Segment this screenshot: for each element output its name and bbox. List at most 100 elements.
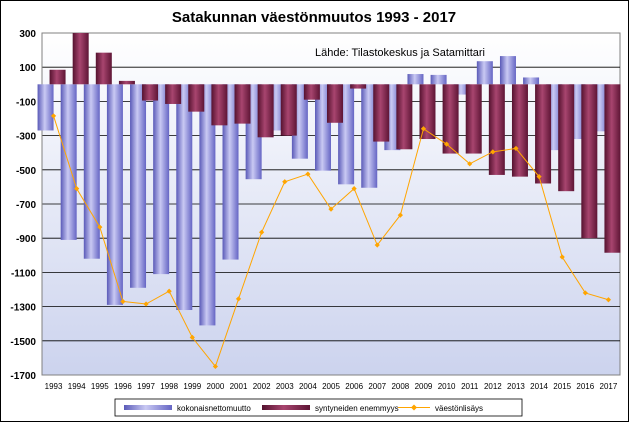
- bar-natural-increase: [234, 84, 251, 124]
- bar-natural-increase: [142, 84, 159, 101]
- bar-net-migration: [476, 61, 493, 85]
- point-population-growth: [559, 254, 565, 260]
- bar-natural-increase: [165, 84, 182, 104]
- point-population-growth: [605, 297, 612, 303]
- point-population-growth: [305, 171, 311, 177]
- legend-box: [114, 398, 523, 417]
- x-tick-label: 1994: [68, 382, 86, 391]
- x-tick-label: 1998: [160, 382, 178, 391]
- point-population-growth: [143, 301, 149, 307]
- point-population-growth: [189, 334, 195, 340]
- point-population-growth: [420, 126, 427, 132]
- point-population-growth: [74, 186, 80, 192]
- y-tick-label: -900: [16, 234, 36, 245]
- x-tick-label: 2010: [438, 382, 456, 391]
- legend-swatch-natural-increase: [262, 405, 310, 410]
- bar-natural-increase: [465, 84, 482, 154]
- bar-natural-increase: [511, 84, 528, 177]
- x-tick-label: 2000: [207, 382, 225, 391]
- bar-natural-increase: [72, 33, 89, 85]
- y-tick-label: -1300: [10, 303, 36, 314]
- bar-natural-increase: [535, 84, 552, 184]
- bar-net-migration: [407, 74, 424, 85]
- point-population-growth: [282, 179, 288, 185]
- y-tick-label: -500: [16, 166, 36, 177]
- bar-net-migration: [83, 84, 100, 259]
- legend-label-population-growth: väestönlisäys: [435, 404, 483, 413]
- point-population-growth: [582, 290, 588, 296]
- y-tick-label: 300: [19, 29, 36, 40]
- x-tick-label: 2001: [230, 382, 248, 391]
- point-population-growth: [50, 113, 57, 119]
- bar-net-migration: [499, 56, 516, 85]
- point-population-growth: [235, 296, 242, 302]
- x-tick-label: 1993: [45, 382, 63, 391]
- y-tick-label: -700: [16, 200, 36, 211]
- bar-net-migration: [37, 84, 54, 131]
- bar-net-migration: [106, 84, 123, 305]
- bar-net-migration: [176, 84, 193, 311]
- point-population-growth: [490, 149, 496, 155]
- point-population-growth: [536, 174, 542, 180]
- y-tick-label: -1100: [11, 268, 36, 279]
- x-tick-label: 2013: [507, 382, 525, 391]
- point-population-growth: [374, 242, 380, 248]
- bar-natural-increase: [188, 84, 205, 112]
- point-population-growth: [212, 363, 218, 370]
- y-tick-label: -100: [16, 97, 36, 108]
- legend-label-natural-increase: syntyneiden enemmyys: [315, 404, 399, 413]
- line-series: [50, 113, 612, 370]
- x-tick-label: 2003: [276, 382, 294, 391]
- legend-label-net-migration: kokonaisnettomuutto: [177, 404, 251, 413]
- x-tick-label: 2008: [391, 382, 409, 391]
- legend-marker-population-growth: [411, 404, 417, 411]
- x-tick-label: 2016: [576, 382, 594, 391]
- chart-title: Satakunnan väestönmuutos 1993 - 2017: [172, 9, 456, 26]
- bar-natural-increase: [442, 84, 459, 154]
- bar-natural-increase: [95, 52, 112, 85]
- bars: [37, 33, 621, 326]
- x-tick-label: 2006: [345, 382, 363, 391]
- x-tick-label: 1999: [183, 382, 201, 391]
- x-tick-label: 2007: [368, 382, 386, 391]
- point-population-growth: [166, 288, 172, 294]
- y-tick-label: -1500: [10, 337, 36, 348]
- point-population-growth: [397, 212, 403, 218]
- bar-natural-increase: [604, 84, 621, 253]
- point-population-growth: [351, 186, 357, 192]
- x-axis-tick-labels: 1993 1994 1995 1996 1997 1998 1999 2000 2001 2002…: [45, 382, 618, 391]
- bar-natural-increase: [350, 84, 367, 89]
- bar-natural-increase: [280, 84, 297, 136]
- bar-natural-increase: [558, 84, 575, 192]
- x-tick-label: 2015: [553, 382, 571, 391]
- legend-swatch-net-migration: [124, 405, 172, 410]
- x-tick-label: 1997: [137, 382, 155, 391]
- x-tick-label: 2014: [530, 382, 548, 391]
- point-population-growth: [120, 298, 126, 305]
- source-note: Lähde: Tilastokeskus ja Satamittari: [315, 47, 485, 59]
- point-population-growth: [328, 206, 334, 212]
- x-tick-label: 2005: [322, 382, 340, 391]
- bar-natural-increase: [581, 84, 598, 239]
- bar-natural-increase: [327, 84, 343, 123]
- bar-net-migration: [453, 84, 470, 95]
- bar-net-migration: [523, 77, 540, 85]
- bar-natural-increase: [211, 84, 228, 126]
- bar-natural-increase: [303, 84, 320, 100]
- y-tick-label: 100: [19, 63, 36, 74]
- legend: kokonaisnettomuutto syntyneiden enemmyys…: [114, 398, 523, 417]
- bar-net-migration: [222, 84, 239, 260]
- y-axis-tick-labels: 300 100 -100 -300 -500 -700 -900 -1100 -1300 -150…: [10, 29, 36, 382]
- x-tick-label: 2012: [484, 382, 502, 391]
- point-population-growth: [467, 161, 473, 167]
- x-tick-label: 2011: [461, 382, 479, 391]
- bar-natural-increase: [419, 84, 436, 140]
- bar-net-migration: [199, 84, 216, 326]
- bar-natural-increase: [118, 80, 135, 85]
- x-tick-label: 2004: [299, 382, 317, 391]
- x-tick-label: 2002: [253, 382, 271, 391]
- bar-natural-increase: [488, 84, 505, 175]
- point-population-growth: [97, 224, 103, 230]
